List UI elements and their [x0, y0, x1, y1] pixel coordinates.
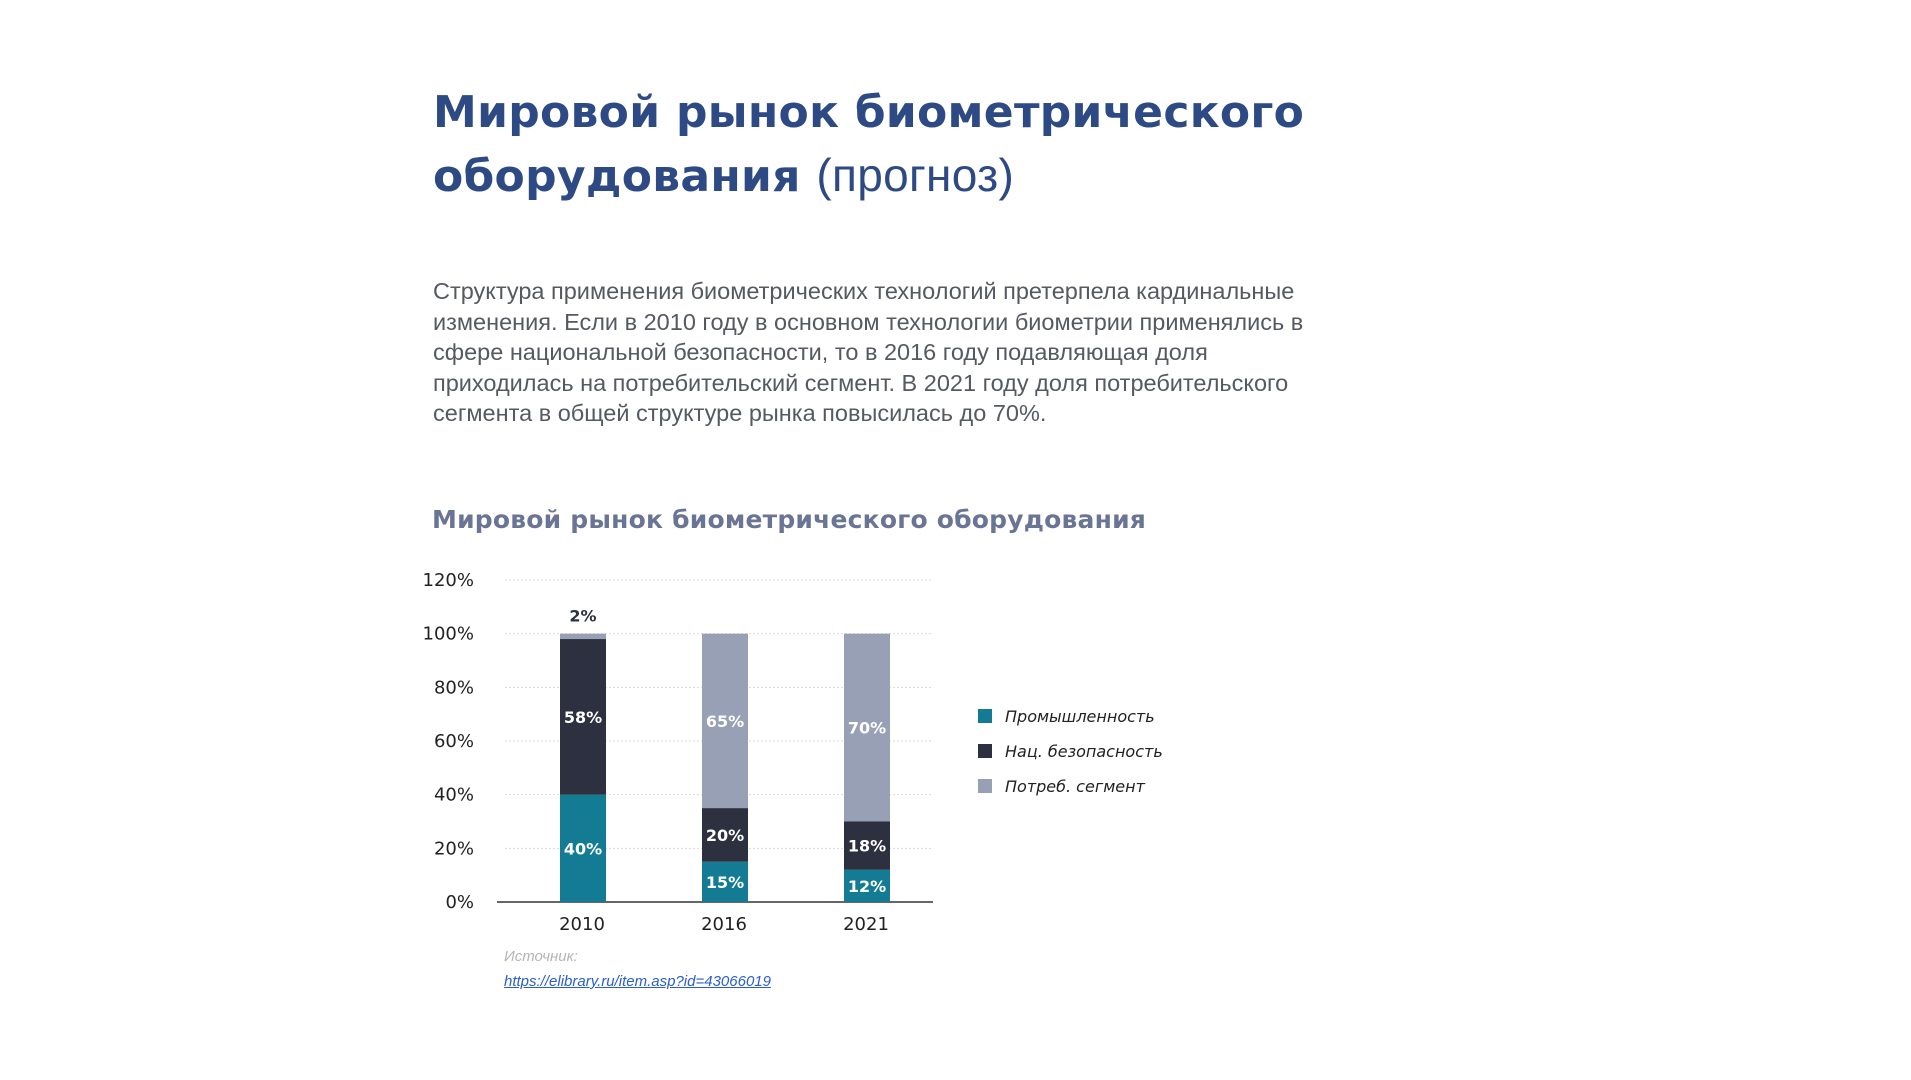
y-tick-label: 0% — [445, 892, 474, 913]
x-tick-label: 2021 — [843, 914, 889, 935]
y-tick-label: 80% — [434, 677, 474, 698]
page-title-suffix: (прогноз) — [816, 149, 1015, 201]
bar-segment — [844, 869, 890, 902]
y-tick-label: 100% — [423, 624, 474, 645]
page-title: Мировой рынок биометрического оборудовани… — [433, 82, 1304, 208]
legend-label: Промышленность — [1005, 707, 1155, 726]
chart-title: Мировой рынок биометрического оборудован… — [432, 505, 1147, 534]
legend-swatch — [978, 744, 992, 758]
data-label: 58% — [564, 708, 602, 727]
legend-swatch — [978, 709, 992, 723]
x-tick-label: 2016 — [701, 914, 747, 935]
bar-segment — [560, 794, 606, 902]
data-label: 65% — [706, 712, 744, 731]
data-label: 18% — [848, 837, 886, 856]
data-label: 12% — [848, 877, 886, 896]
bar-segment — [702, 861, 748, 902]
data-label: 40% — [564, 839, 602, 858]
bar-segment — [702, 633, 748, 809]
bar-segment — [844, 821, 890, 870]
y-tick-label: 20% — [434, 838, 474, 859]
legend-swatch — [978, 779, 992, 793]
legend-label: Потреб. сегмент — [1005, 777, 1146, 796]
bar-segment — [560, 639, 606, 795]
y-tick-label: 40% — [434, 785, 474, 806]
y-tick-label: 120% — [423, 570, 474, 591]
bar-segment — [560, 633, 606, 640]
bar-segment — [702, 808, 748, 862]
data-label: 15% — [706, 873, 744, 892]
legend-label: Нац. безопасность — [1005, 742, 1163, 761]
data-label: 2% — [569, 607, 596, 626]
x-tick-label: 2010 — [559, 914, 605, 935]
bar-segment — [844, 633, 890, 822]
data-label: 70% — [848, 719, 886, 738]
description-text: Структура применения биометрических техн… — [433, 278, 1304, 426]
y-tick-label: 60% — [434, 731, 474, 752]
data-label: 20% — [706, 826, 744, 845]
source-link[interactable]: https://elibrary.ru/item.asp?id=43066019 — [504, 973, 771, 990]
source-label: Источник: — [504, 948, 578, 965]
source-block: Источник: https://elibrary.ru/item.asp?i… — [504, 944, 771, 994]
stacked-bar-chart: 0% 20% 40% 60% 80% 100% 120% 40% 58% 2% 2010 15% 20%… — [423, 570, 1163, 935]
page-title-main: Мировой рынок биометрического оборудовани… — [433, 87, 1305, 202]
